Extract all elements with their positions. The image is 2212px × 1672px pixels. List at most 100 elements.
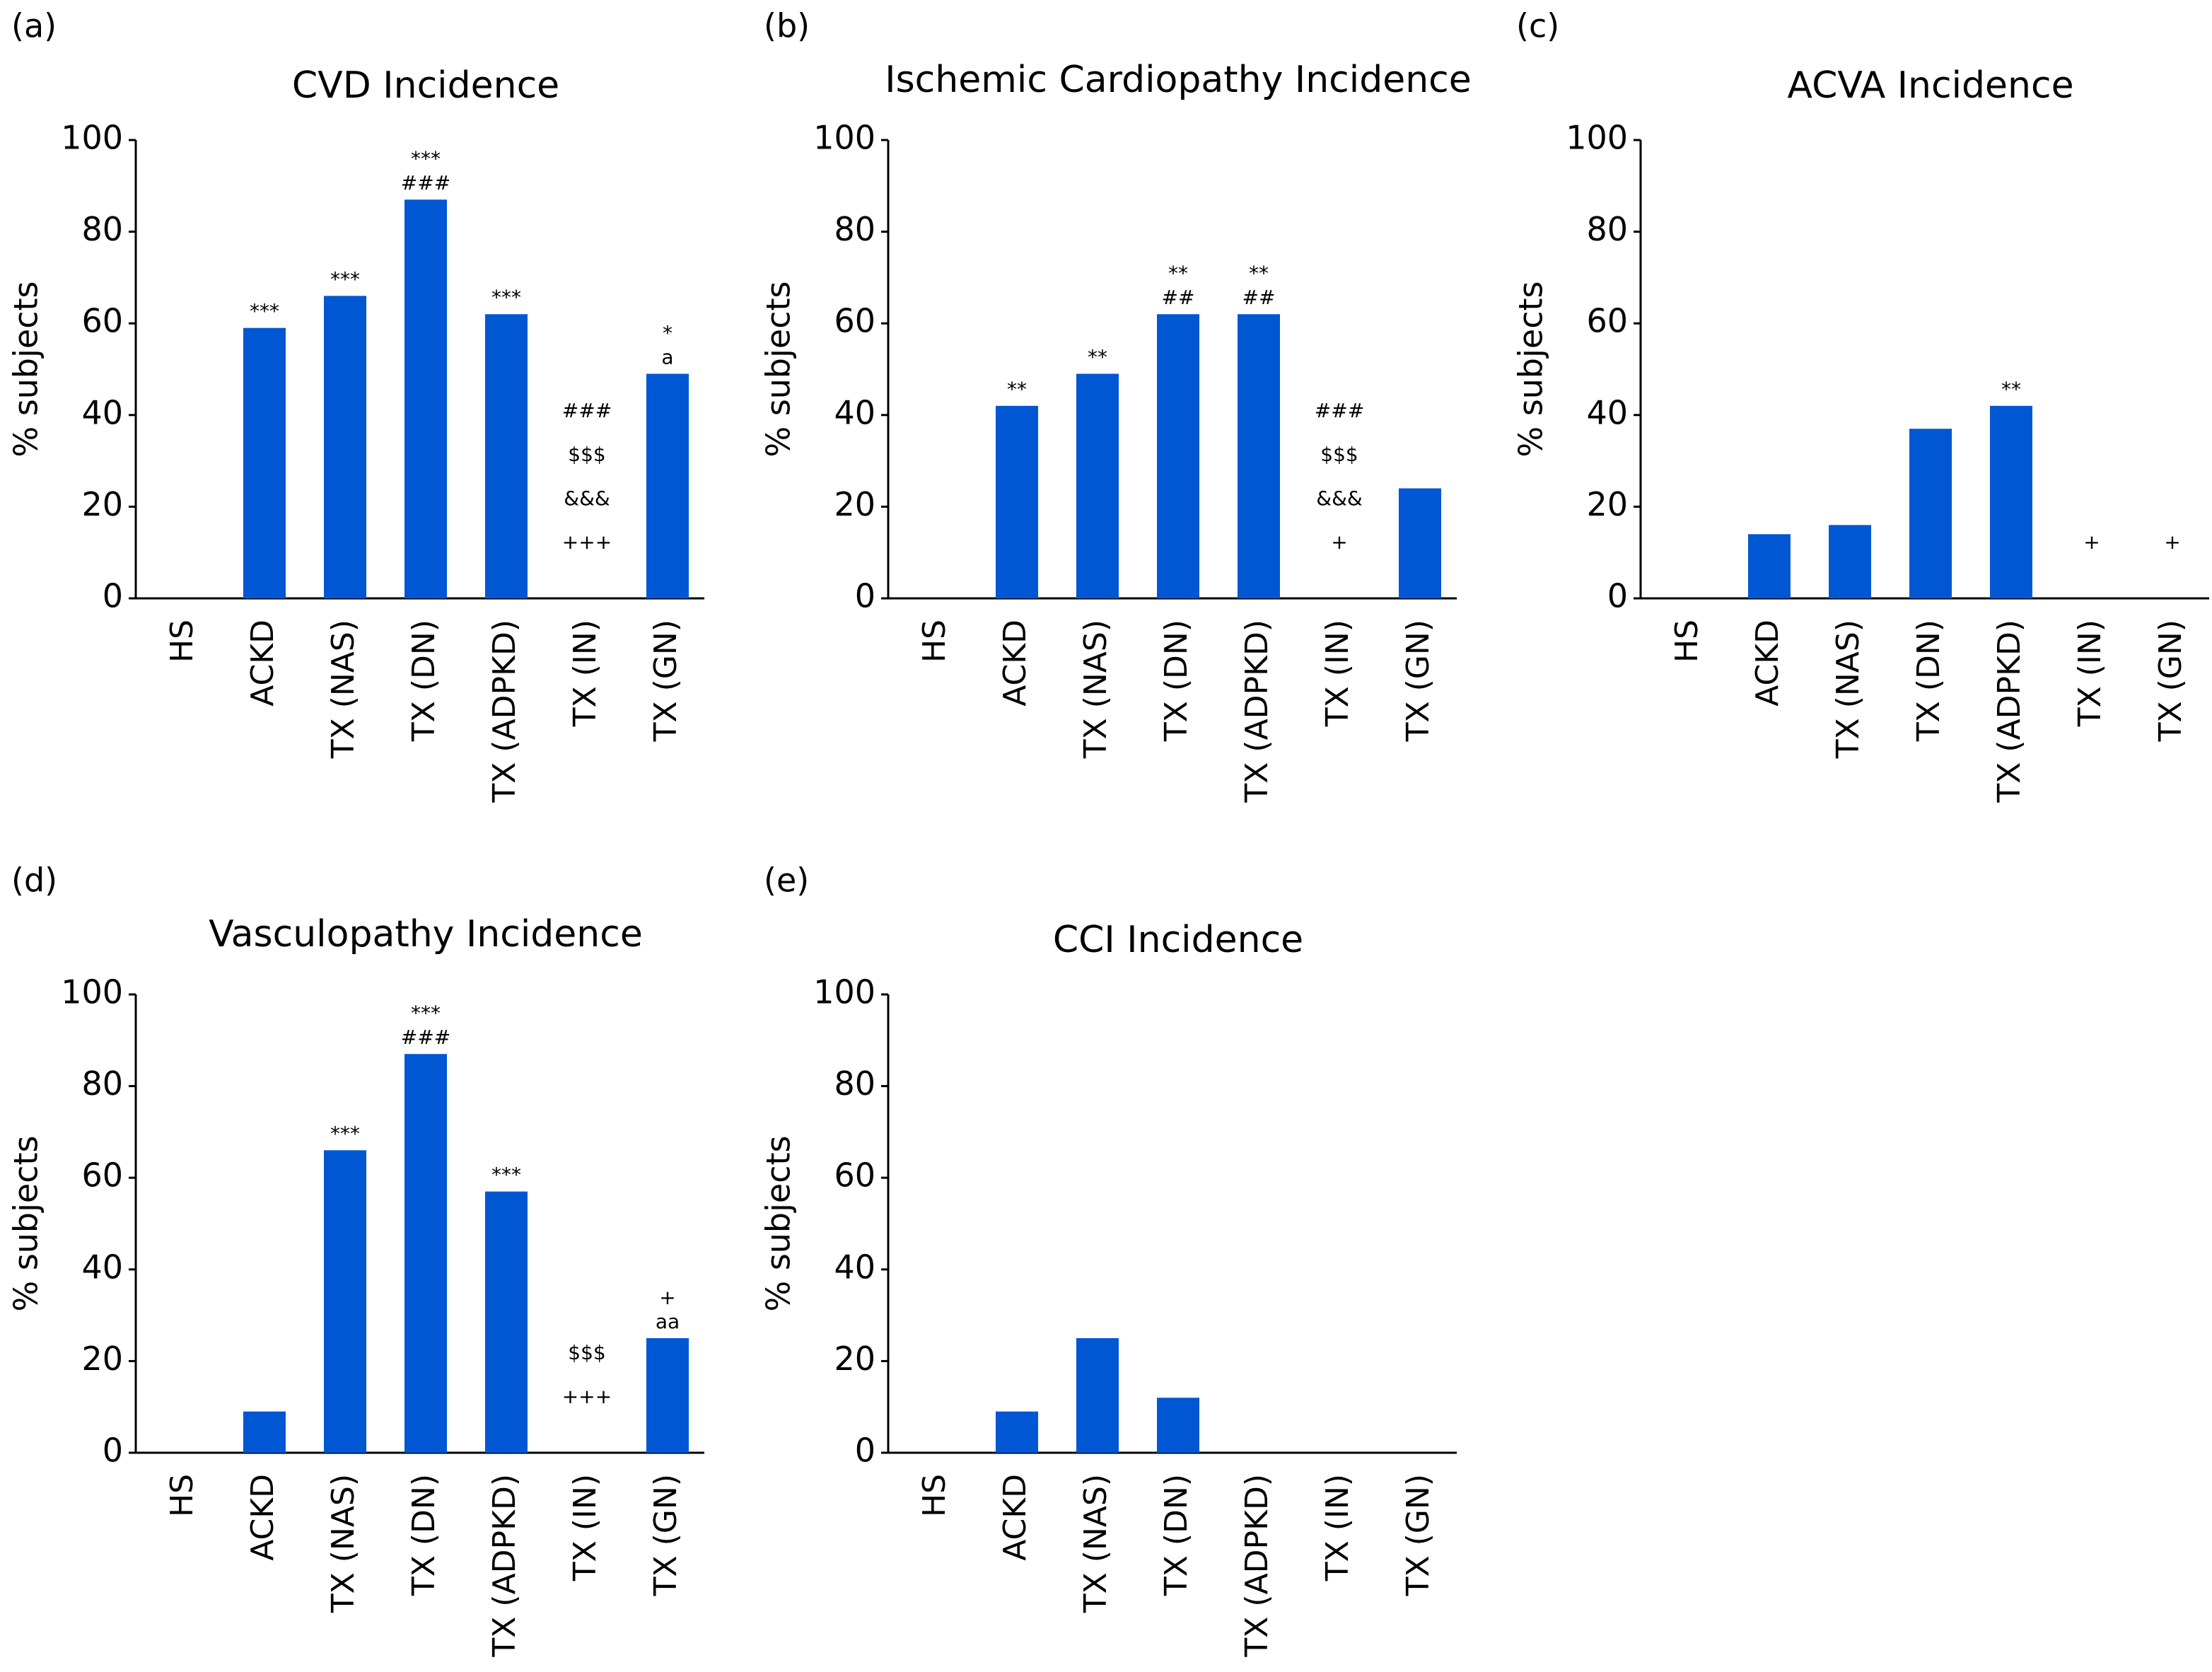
y-tick-label: 80: [834, 210, 875, 248]
panel-label: (b): [764, 7, 810, 45]
bar: [485, 314, 528, 598]
y-tick-label: 0: [855, 1432, 875, 1470]
bar: [996, 405, 1038, 598]
chart-title: ACVA Incidence: [1787, 64, 2073, 107]
significance-marker: &&&: [1316, 487, 1363, 510]
bar: [646, 373, 689, 598]
y-axis-label: % subjects: [759, 1135, 798, 1311]
bar: [1829, 525, 1871, 598]
panel-label: (a): [11, 7, 57, 45]
significance-marker: ###: [401, 1026, 450, 1049]
x-tick-label: TX (ADPKD): [1991, 620, 2027, 803]
panel-label: (e): [764, 861, 809, 900]
y-tick-label: 20: [834, 485, 875, 523]
bar: [404, 1054, 447, 1453]
bar: [996, 1411, 1038, 1453]
significance-marker: ***: [411, 147, 441, 170]
y-tick-label: 100: [61, 973, 123, 1011]
significance-marker: +++: [562, 1385, 612, 1408]
x-tick-label: TX (DN): [1158, 620, 1194, 742]
y-tick-label: 80: [81, 210, 123, 248]
significance-marker: ***: [491, 286, 521, 309]
significance-marker: a: [661, 345, 673, 368]
y-tick-label: 40: [1586, 393, 1628, 431]
significance-marker: **: [1249, 262, 1269, 285]
x-tick-label: TX (GN): [2153, 620, 2189, 742]
significance-marker: ***: [330, 267, 360, 291]
x-tick-label: TX (DN): [1158, 1474, 1194, 1596]
significance-marker: +: [659, 1286, 675, 1309]
x-tick-label: TX (GN): [1400, 620, 1436, 742]
chart-panel: (b) Ischemic Cardiopathy Incidence % subje…: [759, 7, 1472, 803]
bar: [404, 199, 447, 598]
y-tick-label: 80: [81, 1064, 123, 1103]
x-tick-label: HS: [1669, 620, 1705, 663]
y-tick-label: 0: [1607, 577, 1628, 615]
x-tick-label: HS: [916, 620, 953, 663]
x-tick-label: TX (ADPKD): [1239, 620, 1275, 803]
panel-label: (d): [11, 861, 57, 900]
y-tick-label: 60: [1586, 302, 1628, 340]
x-tick-label: TX (ADPKD): [487, 1474, 523, 1658]
bar: [1990, 405, 2032, 598]
significance-marker: **: [1007, 378, 1027, 401]
x-tick-label: TX (GN): [1400, 1474, 1436, 1596]
x-tick-label: ACKD: [997, 620, 1033, 707]
chart-title: CCI Incidence: [1053, 919, 1303, 961]
bar: [646, 1338, 689, 1453]
x-tick-label: TX (IN): [1320, 620, 1356, 727]
significance-marker: ###: [562, 399, 612, 422]
y-tick-label: 100: [61, 119, 123, 157]
bar: [324, 296, 366, 598]
y-tick-label: 40: [834, 1248, 875, 1286]
x-tick-label: TX (NAS): [1078, 1474, 1114, 1613]
x-tick-label: ACKD: [245, 1474, 281, 1561]
y-tick-label: 40: [81, 1248, 123, 1286]
x-tick-label: HS: [916, 1474, 953, 1517]
significance-marker: ***: [411, 1002, 441, 1025]
y-axis-label: % subjects: [7, 1135, 45, 1311]
x-tick-label: HS: [164, 1474, 200, 1517]
x-tick-label: TX (GN): [648, 1474, 684, 1596]
significance-marker: $$$: [568, 443, 605, 466]
bar: [324, 1150, 366, 1453]
significance-marker: ###: [401, 171, 450, 195]
significance-marker: ###: [1315, 399, 1364, 422]
x-tick-label: TX (NAS): [1830, 620, 1866, 759]
bar: [1238, 314, 1280, 598]
x-tick-label: ACKD: [245, 620, 281, 707]
significance-marker: $$$: [568, 1341, 605, 1364]
significance-marker: ##: [1162, 286, 1195, 309]
x-tick-label: TX (DN): [406, 1474, 442, 1596]
x-tick-label: TX (IN): [1320, 1474, 1356, 1581]
bar: [1076, 373, 1119, 598]
y-tick-label: 0: [855, 577, 875, 615]
bar: [1157, 1398, 1199, 1453]
y-axis-label: % subjects: [759, 281, 798, 457]
chart-panel: (a) CVD Incidence % subjects 0 20 40 60 80 100 HS…: [7, 7, 704, 803]
significance-marker: +: [2164, 530, 2180, 554]
significance-marker: **: [2001, 378, 2021, 401]
y-tick-label: 20: [81, 1340, 123, 1378]
x-tick-label: TX (ADPKD): [487, 620, 523, 803]
x-tick-label: TX (GN): [648, 620, 684, 742]
chart-panel: (d) Vasculopathy Incidence % subjects 0 20 40…: [7, 861, 704, 1658]
x-tick-label: ACKD: [997, 1474, 1033, 1561]
y-tick-label: 60: [81, 302, 123, 340]
x-tick-label: TX (DN): [1911, 620, 1947, 742]
bar: [1399, 488, 1441, 598]
bar: [1157, 314, 1199, 598]
x-tick-label: TX (IN): [567, 620, 603, 727]
x-tick-label: TX (NAS): [325, 1474, 361, 1613]
y-tick-label: 100: [1566, 119, 1628, 157]
x-tick-label: ACKD: [1750, 620, 1786, 707]
significance-marker: +: [2083, 530, 2100, 554]
y-tick-label: 20: [1586, 485, 1628, 523]
y-tick-label: 40: [834, 393, 875, 431]
significance-marker: +++: [562, 530, 612, 554]
bar: [485, 1191, 528, 1453]
y-tick-label: 40: [81, 393, 123, 431]
chart-title: CVD Incidence: [292, 64, 559, 107]
significance-marker: &&&: [564, 487, 610, 510]
panel-label: (c): [1516, 7, 1559, 45]
